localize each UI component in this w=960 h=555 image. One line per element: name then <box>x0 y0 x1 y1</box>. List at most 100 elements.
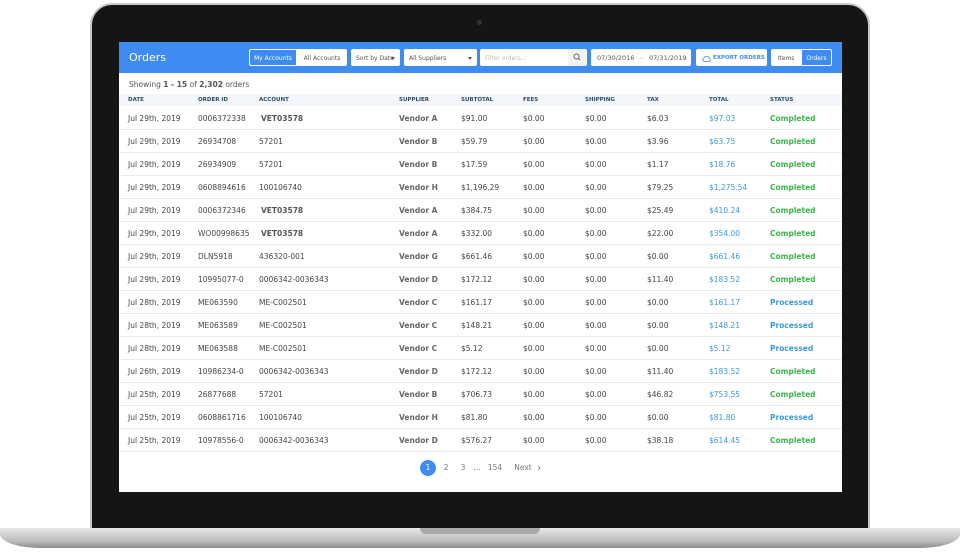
column-header: FEES <box>523 97 539 103</box>
order-id[interactable]: ME063589 <box>198 321 238 330</box>
all-accounts-toggle[interactable]: All Accounts <box>297 49 347 66</box>
order-id[interactable]: 0608894616 <box>198 183 246 192</box>
row-divider <box>119 382 842 383</box>
page-link[interactable]: 1 <box>420 460 436 476</box>
my-accounts-toggle[interactable]: My Accounts <box>249 49 297 66</box>
supplier: Vendor B <box>399 160 438 169</box>
order-id[interactable]: ME063588 <box>198 344 238 353</box>
subtotal: $161.17 <box>461 298 493 307</box>
subtotal: $5.12 <box>461 344 483 353</box>
status: Completed <box>770 183 816 192</box>
supplier: Vendor A <box>399 206 438 215</box>
status: Completed <box>770 436 816 445</box>
shipping: $0.00 <box>585 252 607 261</box>
fees: $0.00 <box>523 137 545 146</box>
total[interactable]: $97.03 <box>709 114 736 123</box>
order-id[interactable]: 26934708 <box>198 137 237 146</box>
order-id[interactable]: 10995077-0 <box>198 275 244 284</box>
account: 100106740 <box>259 183 302 192</box>
row-divider <box>119 152 842 153</box>
date: Jul 26th, 2019 <box>128 367 181 376</box>
tax: $1.17 <box>647 160 669 169</box>
row-divider <box>119 198 842 199</box>
order-id[interactable]: DLN5918 <box>198 252 233 261</box>
status: Processed <box>770 321 814 330</box>
total[interactable]: $5.12 <box>709 344 731 353</box>
total[interactable]: $183.52 <box>709 275 741 284</box>
order-id[interactable]: 26877688 <box>198 390 237 399</box>
shipping: $0.00 <box>585 160 607 169</box>
total[interactable]: $410.24 <box>709 206 741 215</box>
account: 0006342-0036343 <box>259 275 329 284</box>
total[interactable]: $614.45 <box>709 436 741 445</box>
date: Jul 29th, 2019 <box>128 275 181 284</box>
row-divider <box>119 428 842 429</box>
page-link[interactable]: 154 <box>487 463 503 472</box>
laptop-notch <box>420 528 540 534</box>
page-link[interactable]: 3 <box>460 463 466 472</box>
orders-table: DATE ORDER ID ACCOUNT SUPPLIER SUBTOTAL FEES S… <box>119 42 842 492</box>
shipping: $0.00 <box>585 344 607 353</box>
status: Processed <box>770 413 814 422</box>
sort-select[interactable]: Sort by Date <box>351 49 400 66</box>
order-id[interactable]: ME063590 <box>198 298 238 307</box>
next-link[interactable]: Next <box>514 463 532 472</box>
total[interactable]: $18.76 <box>709 160 736 169</box>
date: Jul 25th, 2019 <box>128 436 181 445</box>
row-divider <box>119 129 842 130</box>
items-toggle[interactable]: Items <box>771 49 801 66</box>
search-input[interactable]: Filter orders... <box>480 49 587 66</box>
export-label: EXPORT ORDERS <box>713 55 765 61</box>
date-range[interactable]: 07/30/2016 ~07/31/2019 <box>591 49 691 66</box>
account: 57201 <box>259 137 283 146</box>
subtotal: $59.79 <box>461 137 488 146</box>
order-id[interactable]: 26934909 <box>198 160 237 169</box>
supplier: Vendor B <box>399 390 438 399</box>
orders-toggle[interactable]: Orders <box>801 49 832 66</box>
supplier: Vendor A <box>399 114 438 123</box>
row-divider <box>119 405 842 406</box>
status: Completed <box>770 114 816 123</box>
order-id[interactable]: WO00998635 <box>198 229 250 238</box>
total[interactable]: $753.55 <box>709 390 741 399</box>
fees: $0.00 <box>523 298 545 307</box>
tax: $0.00 <box>647 252 669 261</box>
supplier: Vendor A <box>399 229 438 238</box>
summary: Showing 1 - 15 of 2,302 orders <box>129 80 249 89</box>
shipping: $0.00 <box>585 390 607 399</box>
supplier-label: All Suppliers <box>409 55 447 62</box>
order-id[interactable]: 0006372338 <box>198 114 246 123</box>
account: VET03578 <box>261 206 304 215</box>
table-header <box>119 94 842 106</box>
search-button[interactable] <box>568 49 586 66</box>
total[interactable]: $183.52 <box>709 367 741 376</box>
order-id[interactable]: 10978556-0 <box>198 436 244 445</box>
account: 57201 <box>259 160 283 169</box>
supplier-select[interactable]: All Suppliers <box>404 49 477 66</box>
total[interactable]: $81.80 <box>709 413 736 422</box>
total[interactable]: $1,275.54 <box>709 183 748 192</box>
total[interactable]: $63.75 <box>709 137 736 146</box>
supplier: Vendor D <box>399 436 438 445</box>
summary-text: Showing <box>129 80 164 89</box>
order-id[interactable]: 10986234-0 <box>198 367 244 376</box>
page-link[interactable]: 2 <box>443 463 449 472</box>
shipping: $0.00 <box>585 321 607 330</box>
supplier: Vendor H <box>399 183 438 192</box>
fees: $0.00 <box>523 390 545 399</box>
row-divider <box>119 313 842 314</box>
column-header: ACCOUNT <box>259 97 289 103</box>
laptop-base <box>0 528 960 548</box>
order-id[interactable]: 0608861716 <box>198 413 246 422</box>
total[interactable]: $161.17 <box>709 298 741 307</box>
date: Jul 29th, 2019 <box>128 114 181 123</box>
total[interactable]: $148.21 <box>709 321 741 330</box>
column-header: STATUS <box>770 97 794 103</box>
tax: $38.18 <box>647 436 674 445</box>
total[interactable]: $661.46 <box>709 252 741 261</box>
order-id[interactable]: 0006372346 <box>198 206 246 215</box>
date-to: 07/31/2019 <box>649 54 687 62</box>
fees: $0.00 <box>523 436 545 445</box>
total[interactable]: $354.00 <box>709 229 741 238</box>
export-button[interactable]: EXPORT ORDERS <box>696 49 767 66</box>
